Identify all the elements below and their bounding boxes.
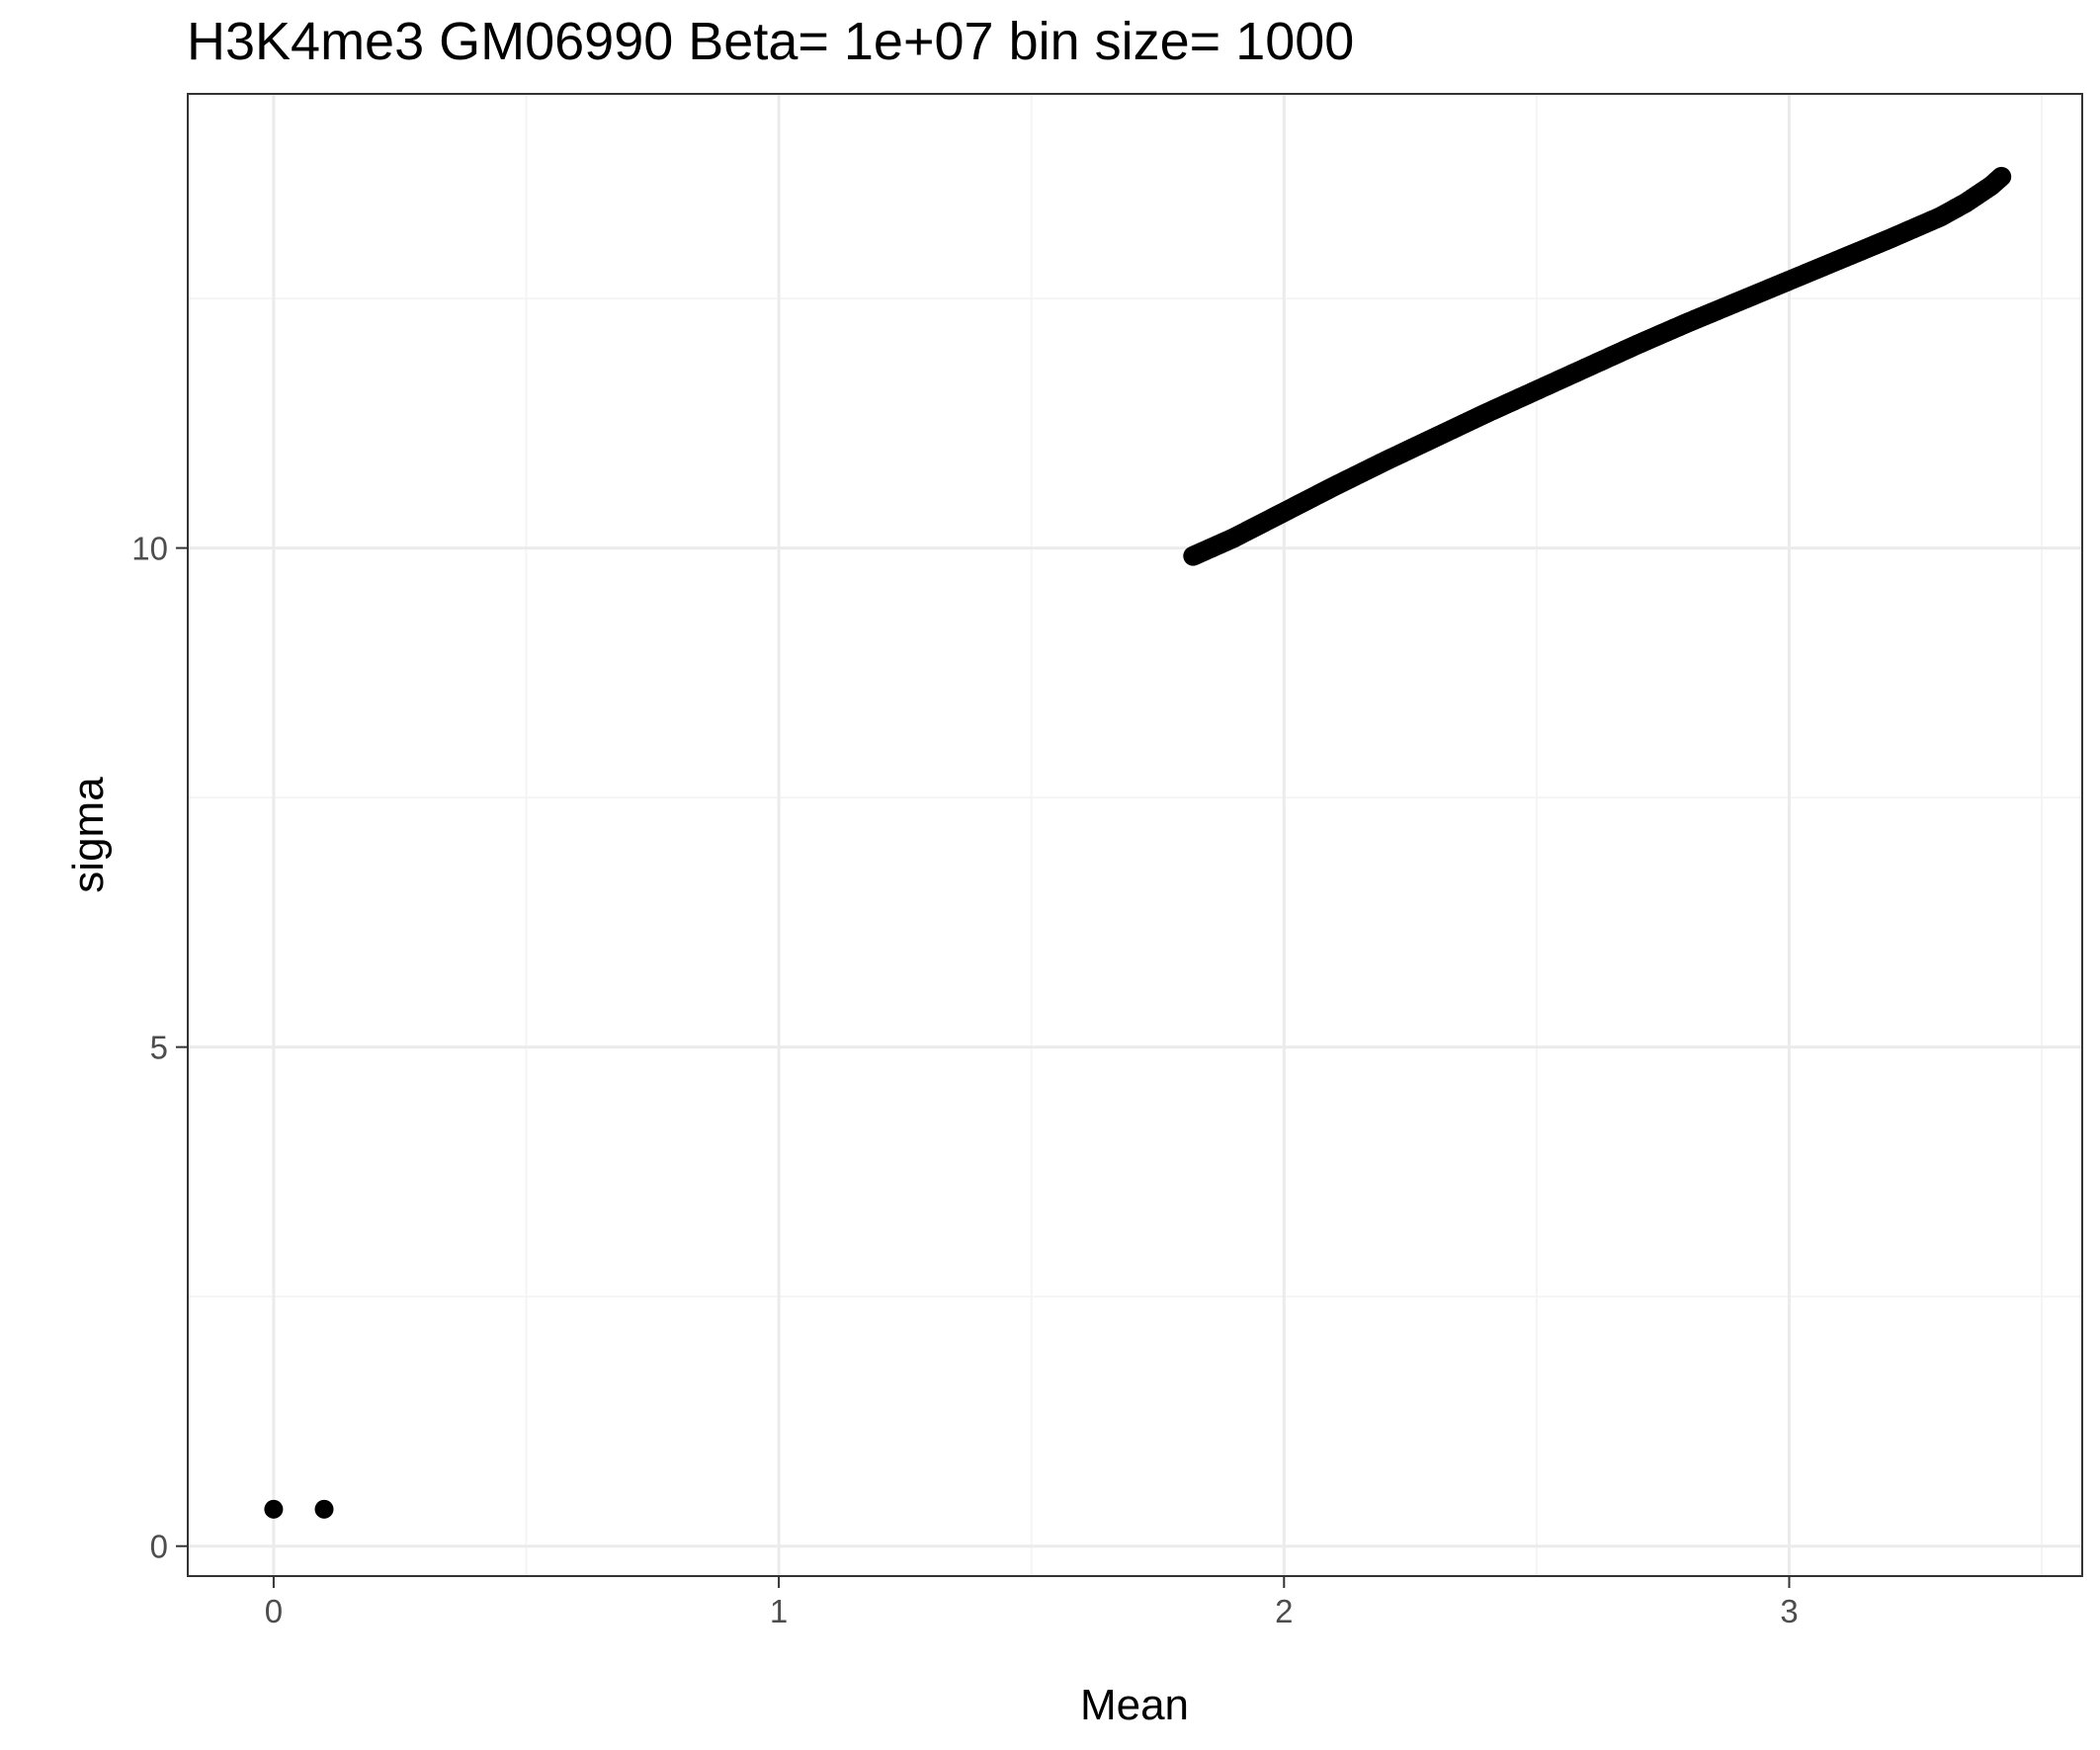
y-axis-title: sigma [64, 777, 113, 893]
panel-border [187, 93, 2083, 1577]
data-points [264, 166, 2012, 1519]
x-tick-label: 1 [770, 1593, 788, 1629]
major-gridlines [188, 94, 2082, 1576]
x-axis-ticks: 0 1 2 3 [265, 1576, 1799, 1629]
data-point [264, 1499, 284, 1519]
x-tick-label: 2 [1275, 1593, 1293, 1629]
x-tick-label: 3 [1780, 1593, 1798, 1629]
y-tick-label: 10 [131, 531, 168, 567]
chart-title: H3K4me3 GM06990 Beta= 1e+07 bin size= 10… [187, 12, 1354, 71]
data-point [314, 1499, 334, 1519]
x-axis-title: Mean [1080, 1681, 1189, 1729]
y-axis-ticks: 0 5 10 [131, 531, 188, 1565]
y-tick-label: 5 [150, 1030, 168, 1066]
minor-gridlines [188, 94, 2082, 1576]
x-tick-label: 0 [265, 1593, 283, 1629]
data-point [1991, 166, 2012, 187]
y-tick-label: 0 [150, 1529, 168, 1565]
